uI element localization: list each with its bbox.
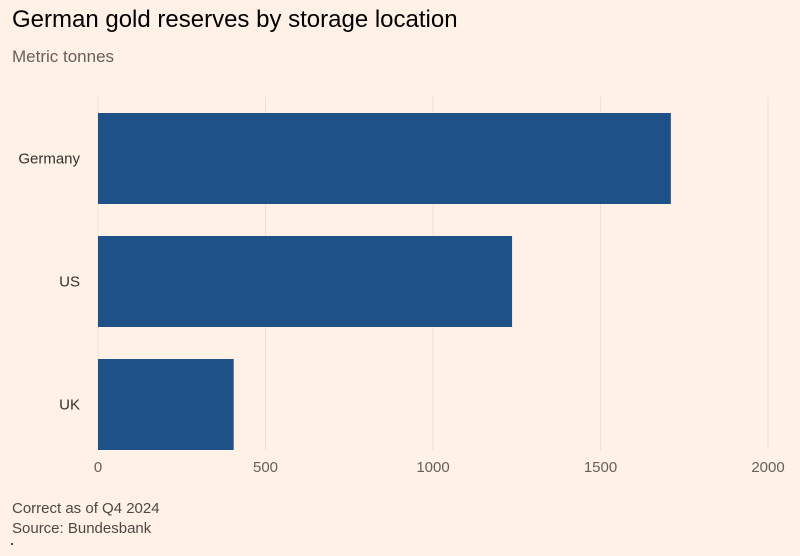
chart-subtitle: Metric tonnes xyxy=(12,47,115,66)
bar-us xyxy=(98,236,513,327)
x-tick-label-2000: 2000 xyxy=(751,459,784,476)
footer-source: Source: Bundesbank xyxy=(12,520,152,537)
bar-chart: Germany US UK 0 500 1000 1500 2000 xyxy=(18,97,785,476)
chart-title: German gold reserves by storage location xyxy=(12,6,458,33)
x-tick-label-500: 500 xyxy=(253,459,278,476)
x-tick-label-1500: 1500 xyxy=(584,459,617,476)
x-tick-label-0: 0 xyxy=(94,459,102,476)
bars xyxy=(98,113,671,450)
footer-mark xyxy=(11,543,13,545)
bar-uk xyxy=(98,359,234,450)
x-axis-tick-labels: 0 500 1000 1500 2000 xyxy=(94,459,785,476)
category-labels: Germany US UK xyxy=(18,151,80,414)
bar-germany xyxy=(98,113,671,204)
footer-note: Correct as of Q4 2024 xyxy=(12,500,160,517)
x-tick-label-1000: 1000 xyxy=(416,459,449,476)
category-label-us: US xyxy=(59,274,80,291)
category-label-uk: UK xyxy=(59,397,80,414)
category-label-germany: Germany xyxy=(18,151,80,168)
